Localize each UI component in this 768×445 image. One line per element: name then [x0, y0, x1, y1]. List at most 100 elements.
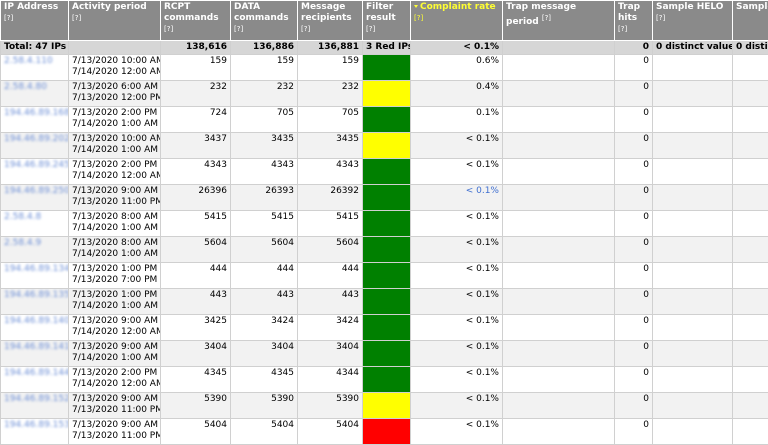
column-header[interactable]: Trap message period [?]: [503, 1, 615, 41]
ip-link[interactable]: 194.46.89.202: [4, 134, 69, 144]
help-link[interactable]: [?]: [72, 14, 81, 22]
column-header[interactable]: Filter result [?]: [363, 1, 411, 41]
help-link[interactable]: [?]: [164, 25, 173, 33]
ip-link[interactable]: 194.46.89.152: [4, 394, 69, 404]
column-header[interactable]: Sample HELO [?]: [653, 1, 733, 41]
complaint[interactable]: < 0.1%: [466, 186, 499, 196]
cell: [653, 133, 733, 159]
help-link[interactable]: [?]: [618, 25, 627, 33]
ip-link[interactable]: 2.58.4.8: [4, 212, 41, 222]
column-header[interactable]: Message recipients [?]: [298, 1, 363, 41]
cell: [733, 367, 768, 393]
help-link[interactable]: [?]: [414, 14, 423, 22]
ip-link[interactable]: 2.58.4.110: [4, 56, 53, 66]
filter-result: [363, 211, 411, 237]
complaint: < 0.1%: [466, 238, 499, 248]
sort-arrow: [414, 5, 418, 8]
column-header[interactable]: IP Address [?]: [1, 1, 69, 41]
period-line: 7/14/2020 12:00 AM: [72, 379, 157, 390]
cell: [503, 419, 615, 445]
trap-hits: 0: [643, 186, 649, 196]
ip-link[interactable]: 2.58.4.9: [4, 238, 41, 248]
column-header[interactable]: Trap hits [?]: [615, 1, 653, 41]
cell: 5415: [231, 211, 298, 237]
cell: 7/13/2020 8:00 AM -7/14/2020 1:00 AM: [69, 237, 161, 263]
ip-link[interactable]: 2.58.4.80: [4, 82, 47, 92]
trap-hits: 0: [643, 56, 649, 66]
cell: 0: [615, 419, 653, 445]
cell: 5404: [161, 419, 231, 445]
help-link[interactable]: [?]: [301, 25, 310, 33]
cell: 194.46.89.134: [1, 263, 69, 289]
cell: [653, 55, 733, 81]
rcpt: 4345: [204, 368, 227, 378]
period-line: 7/13/2020 1:00 PM -: [72, 290, 157, 301]
column-header[interactable]: Activity period [?]: [69, 1, 161, 41]
complaint: < 0.1%: [466, 368, 499, 378]
recipients: 26392: [330, 186, 359, 196]
cell: [653, 367, 733, 393]
cell: [503, 55, 615, 81]
cell: [653, 185, 733, 211]
cell: 2.58.4.110: [1, 55, 69, 81]
cell: 0: [615, 159, 653, 185]
ip-link[interactable]: 194.46.89.250: [4, 186, 69, 196]
cell: 26396: [161, 185, 231, 211]
period-line: 7/13/2020 9:00 AM -: [72, 316, 157, 327]
period-line: 7/13/2020 9:00 AM -: [72, 420, 157, 431]
cell: [653, 393, 733, 419]
recipients: 3424: [336, 316, 359, 326]
cell: [503, 81, 615, 107]
cell: 159: [231, 55, 298, 81]
rcpt: 5604: [204, 238, 227, 248]
data: 232: [277, 82, 294, 92]
help-link[interactable]: [?]: [366, 25, 375, 33]
cell: [503, 289, 615, 315]
ip-link[interactable]: 194.46.89.144: [4, 368, 69, 378]
rcpt: 443: [210, 290, 227, 300]
help-link[interactable]: [?]: [656, 14, 665, 22]
ip-link[interactable]: 194.46.89.153: [4, 420, 69, 430]
cell: 194.46.89.152: [1, 393, 69, 419]
period-line: 7/13/2020 10:00 AM -: [72, 134, 157, 145]
cell: [733, 107, 768, 133]
rcpt: 4343: [204, 160, 227, 170]
help-link[interactable]: [?]: [4, 14, 13, 22]
complaint: < 0.1%: [466, 134, 499, 144]
cell: 4345: [161, 367, 231, 393]
cell: 0.6%: [411, 55, 503, 81]
column-header[interactable]: RCPT commands [?]: [161, 1, 231, 41]
recipients: 3404: [336, 342, 359, 352]
cell: [653, 315, 733, 341]
ip-link[interactable]: 194.46.89.245: [4, 160, 69, 170]
total-helo: 0 distinct values: [656, 42, 733, 52]
cell: [653, 263, 733, 289]
trap-hits: 0: [643, 420, 649, 430]
ip-link[interactable]: 194.46.89.135: [4, 290, 69, 300]
help-link[interactable]: [?]: [234, 25, 243, 33]
column-header[interactable]: DATA commands [?]: [231, 1, 298, 41]
cell: 232: [161, 81, 231, 107]
filter-result: [363, 133, 411, 159]
ip-link[interactable]: 194.46.89.140: [4, 316, 69, 326]
cell: [733, 237, 768, 263]
total-ip: Total: 47 IPs: [4, 42, 66, 52]
cell: 4343: [298, 159, 363, 185]
column-header[interactable]: Sample: [733, 1, 768, 41]
trap-hits: 0: [643, 108, 649, 118]
data: 5390: [271, 394, 294, 404]
cell: < 0.1%: [411, 315, 503, 341]
ip-link[interactable]: 194.46.89.168: [4, 108, 69, 118]
column-header[interactable]: Complaint rate [?]: [411, 1, 503, 41]
total-cell: [503, 41, 615, 55]
complaint: < 0.1%: [466, 394, 499, 404]
ip-link[interactable]: 194.46.89.134: [4, 264, 69, 274]
total-cell: [69, 41, 161, 55]
cell: [503, 237, 615, 263]
cell: 0: [615, 185, 653, 211]
ip-link[interactable]: 194.46.89.141: [4, 342, 69, 352]
help-link[interactable]: [?]: [542, 14, 551, 22]
